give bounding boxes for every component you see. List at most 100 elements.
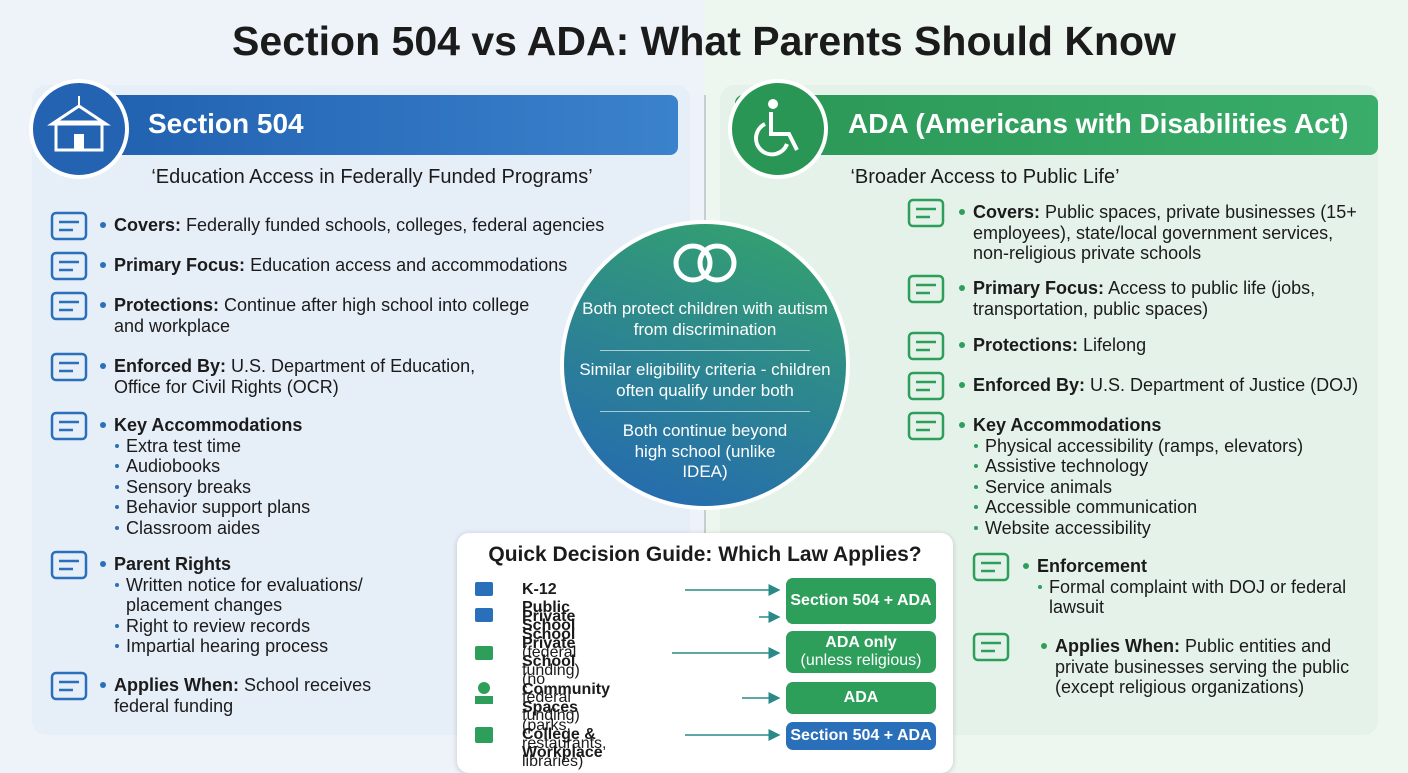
list-item: Enforced By: U.S. Department of Justice … bbox=[959, 375, 1373, 396]
row-note: (no federal funding) bbox=[522, 671, 580, 724]
sub-bullet: Website accessibility bbox=[973, 518, 1373, 539]
item-text: Education access and accommodations bbox=[250, 255, 568, 275]
item-icon bbox=[50, 251, 88, 281]
guide-row: Private School (no federal funding) bbox=[522, 635, 580, 725]
item-label: Key Accommodations bbox=[973, 415, 1162, 435]
item-label: Covers: bbox=[114, 215, 182, 235]
sub-bullet: Behavior support plans bbox=[114, 497, 514, 518]
sub-bullet: Written notice for evaluations/ placemen… bbox=[114, 575, 414, 616]
list-item: Key Accommodations Physical accessibility… bbox=[959, 415, 1373, 538]
sub-bullet: Service animals bbox=[973, 477, 1373, 498]
row-note: (parks, restaurants, libraries) bbox=[522, 717, 607, 770]
list-item: Parent Rights Written notice for evaluati… bbox=[100, 554, 414, 657]
guide-row: Community Spaces (parks, restaurants, li… bbox=[522, 681, 610, 771]
item-icon bbox=[50, 352, 88, 382]
item-icon bbox=[50, 671, 88, 701]
sub-bullet: Physical accessibility (ramps, elevators… bbox=[973, 436, 1373, 457]
outcome: Section 504 + ADA bbox=[786, 578, 936, 624]
guide-row: K-12 Public School bbox=[522, 581, 575, 635]
item-icon bbox=[907, 274, 945, 304]
item-label: Enforcement bbox=[1037, 556, 1148, 576]
left-header bbox=[60, 95, 678, 155]
item-text: Public entities and private businesses s… bbox=[1055, 636, 1350, 697]
guide-row: Private School (federal funding) bbox=[522, 608, 580, 680]
row-note: (federal funding) bbox=[522, 644, 580, 679]
left-subtitle: ‘Education Access in Federally Funded Pr… bbox=[151, 166, 593, 188]
guide-arrows bbox=[475, 582, 781, 743]
outcome-text: Section 504 + ADA bbox=[790, 592, 932, 609]
right-header bbox=[735, 95, 1378, 155]
item-label: Protections: bbox=[973, 335, 1079, 355]
sub-bullet: Sensory breaks bbox=[114, 477, 514, 498]
item-icon bbox=[50, 411, 88, 441]
item-label: Parent Rights bbox=[114, 554, 232, 574]
list-item: Applies When: Public entities and privat… bbox=[1041, 636, 1385, 698]
right-subtitle: ‘Broader Access to Public Life’ bbox=[850, 166, 1120, 188]
left-heading: Section 504 bbox=[148, 108, 304, 139]
center-point: Similar eligibility criteria - children … bbox=[579, 360, 831, 400]
item-text: Continue after high school into college … bbox=[114, 295, 530, 336]
right-heading: ADA (Americans with Disabilities Act) bbox=[848, 108, 1349, 139]
item-icon bbox=[50, 291, 88, 321]
item-label: Primary Focus: bbox=[114, 255, 246, 275]
item-icon bbox=[972, 632, 1010, 662]
item-icon bbox=[907, 331, 945, 361]
item-label: Enforced By: bbox=[973, 375, 1086, 395]
list-item: Enforced By: U.S. Department of Educatio… bbox=[100, 356, 514, 397]
item-text: Federally funded schools, colleges, fede… bbox=[186, 215, 605, 235]
sub-bullet: Classroom aides bbox=[114, 518, 514, 539]
sub-bullet: Extra test time bbox=[114, 436, 514, 457]
row-label: College & Workplace bbox=[522, 726, 603, 761]
sub-bullet: Impartial hearing process bbox=[114, 636, 414, 657]
item-text: Public spaces, private businesses (15+ e… bbox=[973, 202, 1357, 263]
list-item: Primary Focus: Education access and acco… bbox=[100, 255, 654, 276]
row-label: Community Spaces bbox=[522, 681, 610, 716]
list-item: Covers: Public spaces, private businesse… bbox=[959, 202, 1373, 264]
item-text: Lifelong bbox=[1083, 335, 1147, 355]
item-label: Enforced By: bbox=[114, 356, 227, 376]
item-label: Primary Focus: bbox=[973, 278, 1105, 298]
outcome-note: (unless religious) bbox=[800, 652, 922, 669]
sub-bullet: Formal complaint with DOJ or federal law… bbox=[1037, 577, 1377, 618]
sub-bullet: Audiobooks bbox=[114, 456, 514, 477]
item-icon bbox=[50, 211, 88, 241]
item-text: Access to public life (jobs, transportat… bbox=[973, 278, 1316, 319]
sub-bullet: Right to review records bbox=[114, 616, 414, 637]
item-icon bbox=[972, 552, 1010, 582]
list-item: Applies When: School receives federal fu… bbox=[100, 675, 414, 716]
item-label: Applies When: bbox=[114, 675, 239, 695]
separator bbox=[600, 411, 810, 412]
center-point: Both protect children with autism from d… bbox=[582, 299, 828, 339]
row-label: Private School bbox=[522, 635, 576, 670]
outcome-text: Section 504 + ADA bbox=[790, 727, 932, 744]
item-label: Applies When: bbox=[1055, 636, 1180, 656]
list-item: Protections: Lifelong bbox=[959, 335, 1353, 356]
sub-bullet: Assistive technology bbox=[973, 456, 1373, 477]
outcome: Section 504 + ADA bbox=[786, 722, 936, 750]
item-text: U.S. Department of Justice (DOJ) bbox=[1090, 375, 1359, 395]
list-item: Covers: Federally funded schools, colleg… bbox=[100, 215, 654, 236]
outcome-text: ADA only bbox=[825, 634, 897, 651]
sub-bullet: Accessible communication bbox=[973, 497, 1373, 518]
item-label: Key Accommodations bbox=[114, 415, 303, 435]
item-icon bbox=[907, 198, 945, 228]
outcome: ADA bbox=[786, 682, 936, 714]
left-badge bbox=[29, 79, 129, 179]
item-label: Covers: bbox=[973, 202, 1041, 222]
row-label: Private School bbox=[522, 608, 576, 643]
item-label: Protections: bbox=[114, 295, 220, 315]
item-icon bbox=[907, 411, 945, 441]
outcome: ADA only (unless religious) bbox=[786, 631, 936, 673]
guide-title: Quick Decision Guide: Which Law Applies? bbox=[488, 543, 922, 566]
center-circle bbox=[560, 220, 850, 510]
list-item: Key Accommodations Extra test time Audiobo… bbox=[100, 415, 514, 538]
guide-row: College & Workplace bbox=[522, 726, 603, 762]
row-label: K-12 Public School bbox=[522, 581, 576, 634]
list-item: Primary Focus: Access to public life (jo… bbox=[959, 278, 1353, 319]
rings-icon bbox=[673, 243, 737, 283]
center-point: Both continue beyond high school (unlike… bbox=[622, 421, 788, 481]
right-badge bbox=[728, 79, 828, 179]
item-text: School receives federal funding bbox=[114, 675, 372, 716]
item-icon bbox=[907, 371, 945, 401]
